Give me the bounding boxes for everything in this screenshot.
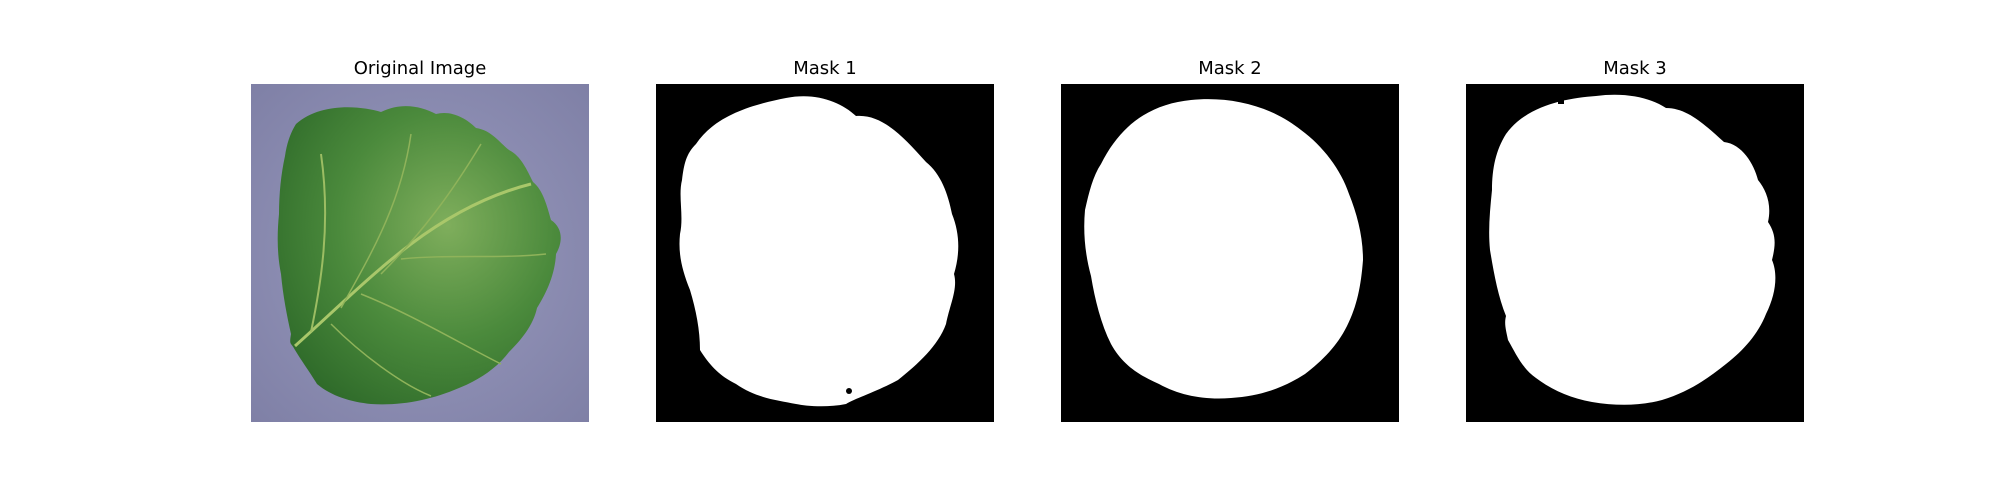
panel-title-mask-1: Mask 1	[793, 58, 857, 79]
mask-hole	[846, 388, 852, 394]
mask-3-panel	[1466, 84, 1804, 422]
leaf-photo	[251, 84, 589, 422]
mask-3-image	[1466, 84, 1804, 422]
leaf-vein	[330, 323, 432, 397]
leaf-vein	[380, 143, 482, 275]
mask-2-image	[1061, 84, 1399, 422]
leaf-midrib	[294, 182, 532, 348]
panel-title-original-image: Original Image	[353, 58, 487, 79]
original-image-panel	[251, 84, 589, 422]
mask-1-panel	[656, 84, 994, 422]
mask-2-panel	[1061, 84, 1399, 422]
mask-hole	[1558, 100, 1564, 104]
leaf-vein	[340, 133, 412, 309]
panel-title-mask-3: Mask 3	[1603, 58, 1667, 79]
panel-title-mask-2: Mask 2	[1198, 58, 1262, 79]
mask-1-image	[656, 84, 994, 422]
leaf-vein	[360, 293, 502, 365]
leaf-vein	[310, 153, 327, 333]
mask-foreground	[1084, 99, 1363, 399]
mask-foreground	[1489, 94, 1776, 405]
leaf-shape	[277, 106, 561, 405]
leaf-vein	[400, 253, 547, 260]
mask-foreground	[679, 96, 959, 407]
